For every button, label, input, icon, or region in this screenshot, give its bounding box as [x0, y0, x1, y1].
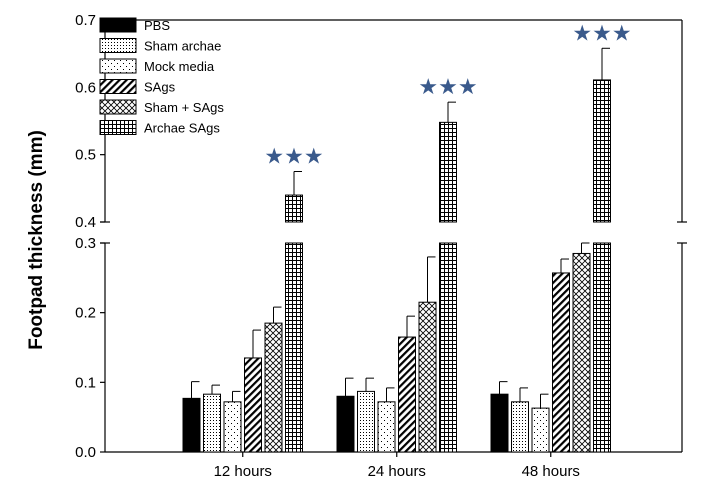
legend-swatch — [99, 58, 137, 74]
y-tick-label: 0.7 — [75, 12, 96, 29]
bar — [593, 79, 611, 223]
legend-label: Sham + SAgs — [144, 100, 224, 115]
significance-stars-label: ★★★ — [572, 21, 631, 46]
y-tick-label: 0.6 — [75, 79, 96, 96]
significance-stars-label: ★★★ — [264, 145, 323, 170]
y-tick-label: 0.5 — [75, 147, 96, 164]
x-tick-label: 12 hours — [214, 463, 272, 480]
y-tick-label: 0.1 — [75, 374, 96, 391]
legend-label: Mock media — [144, 59, 215, 74]
y-tick-label: 0.0 — [75, 444, 96, 461]
legend: PBS Sham archae Mock media SAgs Sham + SAgs A… — [99, 17, 224, 136]
bar — [203, 393, 221, 453]
y-tick-label: 0.3 — [75, 235, 96, 252]
legend-label: SAgs — [144, 80, 176, 95]
bar — [439, 121, 457, 223]
significance-stars-label: ★★★ — [418, 75, 477, 100]
bar — [357, 390, 375, 453]
y-axis-label: Footpad thickness (mm) — [26, 130, 47, 350]
bar — [572, 252, 591, 453]
legend-swatch — [99, 99, 137, 115]
bar — [264, 322, 283, 453]
bar — [552, 272, 570, 453]
bars — [182, 47, 611, 453]
bar — [398, 336, 416, 453]
bar — [418, 301, 437, 453]
legend-label: PBS — [144, 18, 170, 33]
tick-labels: 0.0 0.1 0.2 0.3 0.4 0.5 0.6 0.7 12 hours 24 hours… — [75, 12, 580, 480]
bar — [244, 357, 262, 453]
bar — [490, 393, 509, 453]
x-tick-label: 48 hours — [522, 463, 580, 480]
bar — [285, 194, 303, 223]
bar — [336, 395, 355, 453]
y-tick-label: 0.4 — [75, 214, 96, 231]
legend-swatch — [99, 120, 137, 135]
legend-swatch — [99, 17, 137, 33]
significance-stars: ★★★ ★★★ ★★★ — [264, 21, 631, 169]
bar — [377, 401, 396, 453]
x-tick-label: 24 hours — [368, 463, 426, 480]
bar — [439, 242, 457, 453]
legend-label: Sham archae — [144, 39, 221, 54]
legend-label: Archae SAgs — [144, 121, 220, 136]
legend-swatch — [99, 79, 137, 94]
bar — [511, 401, 529, 453]
bar — [593, 242, 611, 453]
bar — [223, 401, 242, 453]
y-tick-label: 0.2 — [75, 305, 96, 322]
bar — [182, 397, 201, 453]
bar — [285, 242, 303, 453]
legend-swatch — [99, 38, 137, 53]
bar — [531, 407, 550, 453]
